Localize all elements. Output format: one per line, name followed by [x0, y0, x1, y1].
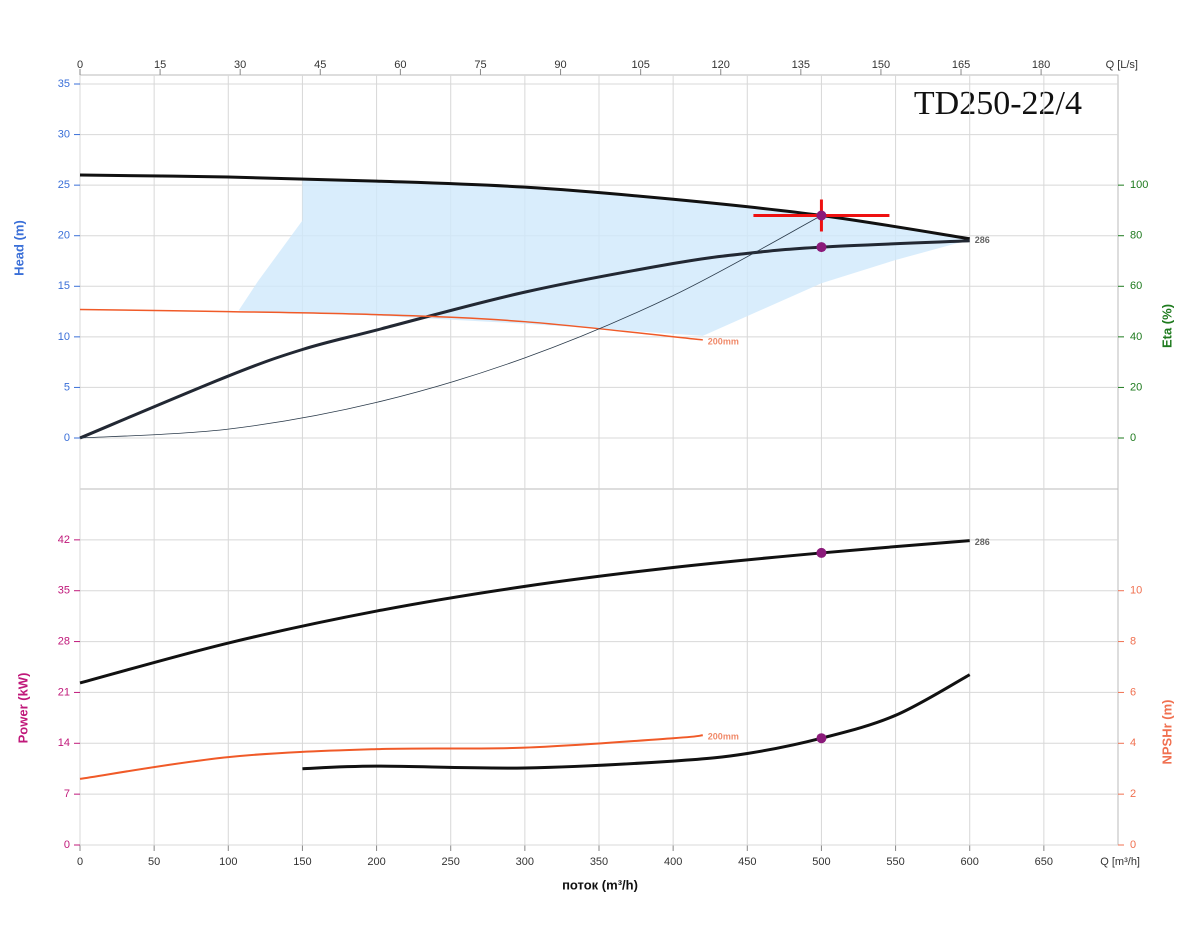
- x2-tick-label: 165: [952, 59, 970, 71]
- y2-tick-label: 80: [1130, 230, 1142, 242]
- x2-tick-label: 135: [792, 59, 810, 71]
- x-tick-label: 600: [961, 856, 979, 868]
- y2-tick-label: 10: [1130, 585, 1142, 597]
- x-tick-label: 150: [293, 856, 311, 868]
- y2-tick-label: 40: [1130, 331, 1142, 343]
- y-axis-label: Head (m): [11, 220, 26, 276]
- x-tick-label: 350: [590, 856, 608, 868]
- x2-tick-label: 150: [872, 59, 890, 71]
- y-axis-label: Power (kW): [15, 673, 30, 744]
- x2-tick-label: 180: [1032, 59, 1050, 71]
- x-tick-label: 550: [886, 856, 904, 868]
- x-tick-label: 500: [812, 856, 830, 868]
- x2-tick-label: 105: [631, 59, 649, 71]
- y2-axis-label: NPSHr (m): [1159, 699, 1174, 764]
- x-tick-label: 100: [219, 856, 237, 868]
- x-tick-label: 0: [77, 856, 83, 868]
- point: [816, 733, 827, 744]
- x-tick-label: 200: [367, 856, 385, 868]
- y-tick-label: 35: [58, 78, 70, 90]
- y-tick-label: 14: [58, 737, 70, 749]
- y-tick-label: 7: [64, 788, 70, 800]
- x2-tick-label: 30: [234, 59, 246, 71]
- curve-label: 200mm: [708, 336, 739, 346]
- x2-tick-label: 45: [314, 59, 326, 71]
- curve: [79, 734, 703, 780]
- y-tick-label: 5: [64, 381, 70, 393]
- x2-axis-label: Q [L/s]: [1106, 59, 1138, 71]
- y-tick-label: 21: [58, 686, 70, 698]
- y-tick-label: 15: [58, 280, 70, 292]
- x-tick-label: 50: [148, 856, 160, 868]
- curve: [79, 239, 970, 440]
- y2-tick-label: 6: [1130, 686, 1136, 698]
- x2-tick-label: 15: [154, 59, 166, 71]
- curve-label: 286: [975, 235, 990, 245]
- y-tick-label: 42: [58, 534, 70, 546]
- curve-label: 200mm: [708, 732, 739, 742]
- y2-tick-label: 2: [1130, 788, 1136, 800]
- curve-label: 286: [975, 537, 990, 547]
- x-tick-label: 400: [664, 856, 682, 868]
- y2-tick-label: 100: [1130, 179, 1148, 191]
- x-axis-label: поток (m³/h): [562, 877, 638, 892]
- y2-tick-label: 20: [1130, 381, 1142, 393]
- x-tick-label: 650: [1035, 856, 1053, 868]
- x-unit-label: Q [m³/h]: [1100, 856, 1140, 868]
- point: [816, 547, 827, 558]
- y2-tick-label: 60: [1130, 280, 1142, 292]
- y-tick-label: 35: [58, 585, 70, 597]
- y-tick-label: 30: [58, 128, 70, 140]
- x2-tick-label: 0: [77, 59, 83, 71]
- x-tick-label: 450: [738, 856, 756, 868]
- y-tick-label: 20: [58, 230, 70, 242]
- y2-axis-label: Eta (%): [1159, 304, 1174, 348]
- x2-tick-label: 75: [474, 59, 486, 71]
- y2-tick-label: 4: [1130, 737, 1136, 749]
- y-tick-label: 10: [58, 331, 70, 343]
- chart-title: TD250-22/4: [914, 85, 1082, 122]
- y-tick-label: 0: [64, 839, 70, 851]
- x2-tick-label: 120: [712, 59, 730, 71]
- x-tick-label: 300: [516, 856, 534, 868]
- y2-tick-label: 0: [1130, 432, 1136, 444]
- curve: [79, 308, 703, 341]
- y-tick-label: 25: [58, 179, 70, 191]
- y2-tick-label: 0: [1130, 839, 1136, 851]
- operating-range: [238, 180, 970, 336]
- curve: [302, 673, 971, 771]
- y-tick-label: 28: [58, 635, 70, 647]
- x2-tick-label: 90: [554, 59, 566, 71]
- point: [816, 242, 827, 253]
- curve: [79, 215, 822, 439]
- y2-tick-label: 8: [1130, 635, 1136, 647]
- x-tick-label: 250: [442, 856, 460, 868]
- point: [816, 210, 827, 221]
- y-tick-label: 0: [64, 432, 70, 444]
- x2-tick-label: 60: [394, 59, 406, 71]
